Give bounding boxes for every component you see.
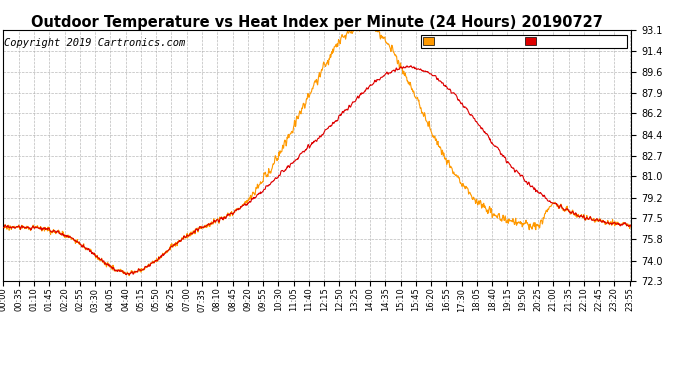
Legend: Heat Index  (°F), Temperature (°F): Heat Index (°F), Temperature (°F) <box>420 34 627 48</box>
Text: Copyright 2019 Cartronics.com: Copyright 2019 Cartronics.com <box>4 38 186 48</box>
Title: Outdoor Temperature vs Heat Index per Minute (24 Hours) 20190727: Outdoor Temperature vs Heat Index per Mi… <box>32 15 603 30</box>
